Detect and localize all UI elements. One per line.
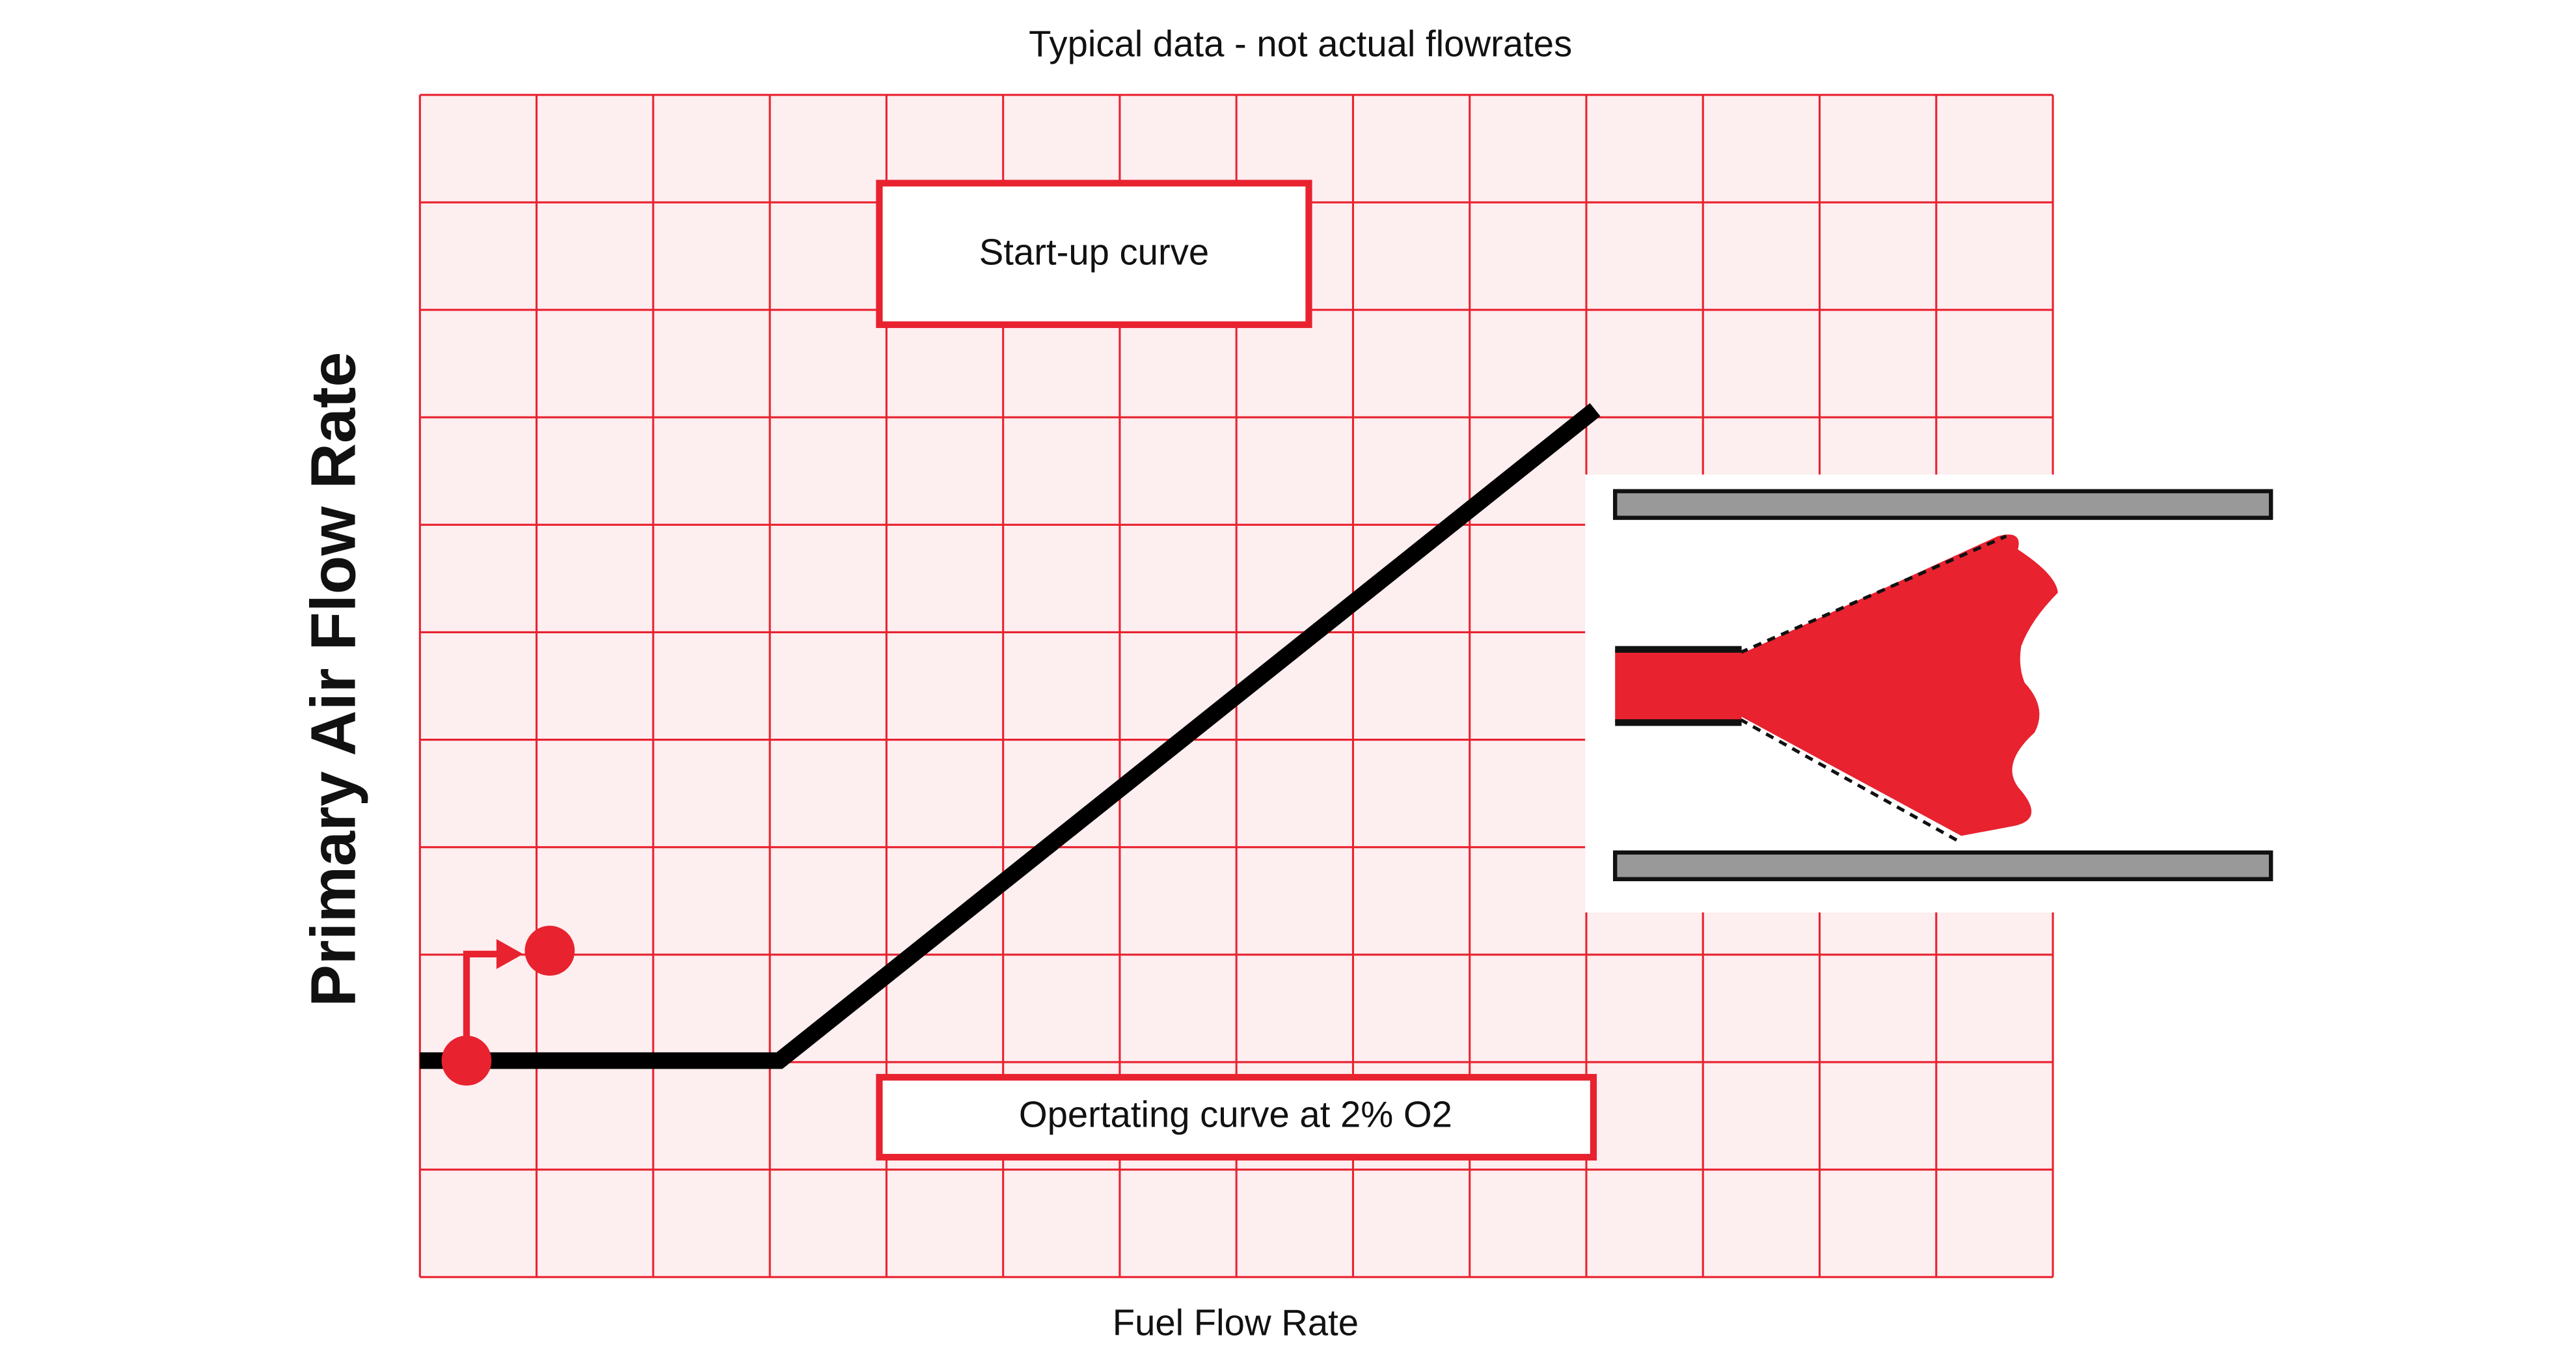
flame-edge — [1739, 534, 2007, 655]
point — [524, 925, 575, 976]
y-axis-label: Primary Air Flow Rate — [298, 352, 369, 1007]
arrowhead — [496, 939, 523, 969]
annotation-box — [876, 180, 1312, 328]
point — [441, 1035, 492, 1086]
arrow — [463, 950, 500, 1041]
burner-wall — [1613, 850, 2273, 881]
annotation: Opertating curve at 2% O2 — [1019, 1093, 1452, 1134]
x-axis-label: Fuel Flow Rate — [1113, 1302, 1359, 1343]
annotation-box — [876, 1074, 1597, 1161]
burner-wall — [1613, 489, 2273, 520]
flame-edge — [1739, 717, 1959, 843]
annotation: Start-up curve — [979, 231, 1209, 272]
title: Typical data - not actual flowrates — [1029, 23, 1572, 64]
nozzle — [1615, 649, 1742, 723]
flame — [1740, 534, 2058, 836]
curve — [420, 403, 1601, 1069]
